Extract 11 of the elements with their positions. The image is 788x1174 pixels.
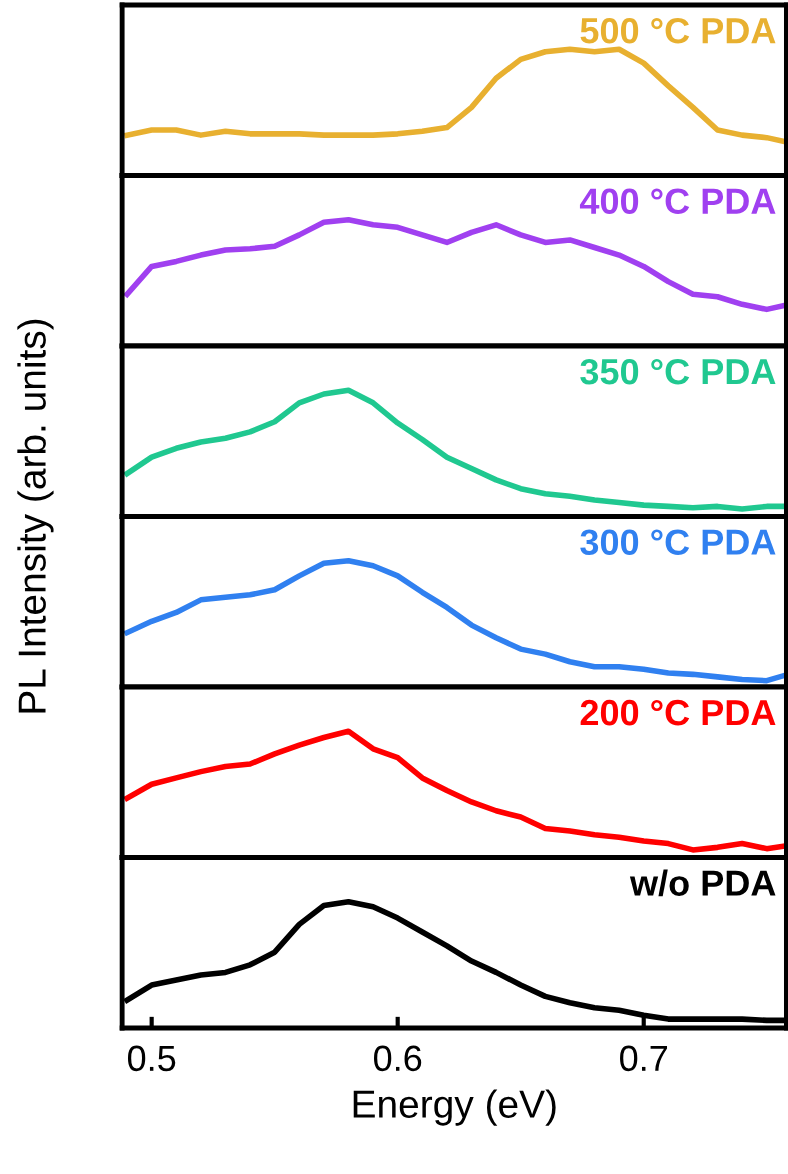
x-tick-label: 0.5	[127, 1045, 176, 1072]
x-axis-title: Energy (eV)	[353, 1089, 556, 1126]
y-axis-title: PL Intensity (arb. units)	[17, 319, 54, 713]
text: 300 °C PDA	[580, 529, 776, 556]
x-tick-label: 0.7	[620, 1045, 668, 1072]
series-label: 400 °C PDA	[579, 188, 776, 214]
series-label: 500 °C PDA	[580, 17, 776, 44]
text: w/o PDA	[629, 869, 776, 897]
text: 200 °C PDA	[580, 699, 776, 726]
text: 350 °C PDA	[580, 358, 776, 385]
x-tick-label: 0.6	[374, 1045, 422, 1072]
